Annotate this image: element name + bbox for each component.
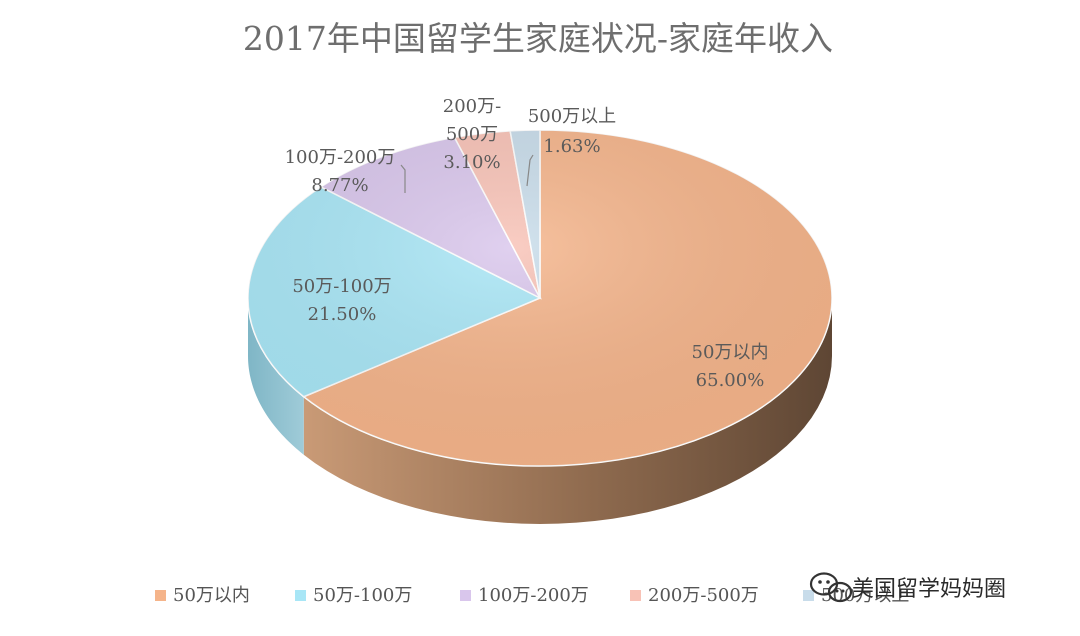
data-label-value-2: 8.77%: [311, 175, 368, 196]
data-label-category-3: 200万-: [443, 96, 501, 117]
chart-title: 2017年中国留学生家庭状况-家庭年收入: [243, 19, 833, 58]
leader-line-4: [526, 154, 534, 187]
data-labels: 50万以内 65.00% 50万-100万 21.50% 100万-200万 8.77% 2…: [285, 96, 769, 391]
legend-swatch-4: [803, 590, 814, 601]
data-label-value-1: 21.50%: [308, 304, 377, 325]
leader-lines: [400, 154, 534, 193]
legend-label-1: 50万-100万: [313, 585, 412, 606]
pie-side-0: [303, 298, 832, 524]
legend-swatch-3: [630, 590, 641, 601]
legend-label-3: 200万-500万: [648, 585, 759, 606]
legend: 50万以内 50万-100万 100万-200万 200万-500万 500万以上: [155, 585, 909, 606]
watermark: 美国留学妈妈圈: [809, 572, 1006, 603]
watermark-text: 美国留学妈妈圈: [852, 577, 1006, 602]
legend-label-2: 100万-200万: [478, 585, 589, 606]
legend-swatch-1: [295, 590, 306, 601]
legend-swatch-2: [460, 590, 471, 601]
legend-swatch-0: [155, 590, 166, 601]
data-label-category-3: 500万: [446, 124, 498, 145]
data-label-value-4: 1.63%: [543, 136, 600, 157]
data-label-category-1: 50万-100万: [292, 276, 391, 297]
data-label-category-4: 500万以上: [528, 106, 616, 127]
data-label-value-3: 3.10%: [443, 152, 500, 173]
leader-line-2: [400, 164, 406, 193]
data-label-category-2: 100万-200万: [285, 147, 396, 168]
data-label-value-0: 65.00%: [696, 370, 765, 391]
legend-label-0: 50万以内: [173, 585, 250, 606]
wechat-icon: [809, 572, 853, 603]
data-label-category-0: 50万以内: [692, 342, 769, 363]
